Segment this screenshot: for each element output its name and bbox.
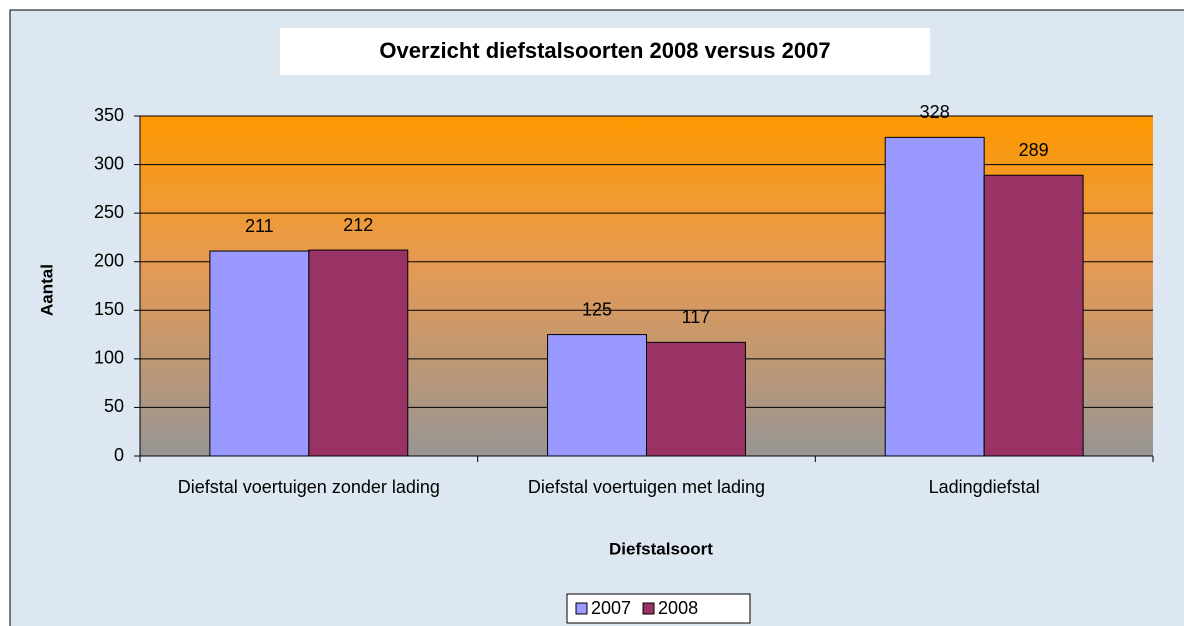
y-tick-label: 200 (94, 250, 124, 270)
x-tick-label: Diefstal voertuigen met lading (527, 477, 766, 497)
x-tick-label: Ladingdiefstal (928, 477, 1040, 497)
y-tick-label: 0 (114, 445, 124, 465)
y-tick-label: 100 (94, 348, 124, 368)
y-tick-label: 300 (94, 153, 124, 173)
chart-title: Overzicht diefstalsoorten 2008 versus 20… (379, 38, 830, 63)
title-box (280, 28, 930, 75)
y-tick-label: 150 (94, 299, 124, 319)
y-tick-label: 350 (94, 105, 124, 125)
y-tick-label: 50 (104, 396, 124, 416)
legend-label: 2007 (591, 598, 631, 618)
bar (209, 250, 310, 457)
bar (884, 136, 985, 457)
data-label: 212 (343, 215, 373, 235)
legend-swatch (642, 602, 655, 615)
data-label: 211 (245, 216, 274, 236)
legend-swatch (575, 602, 588, 615)
data-label: 117 (682, 307, 711, 327)
y-axis-title: Aantal (37, 264, 56, 316)
legend-label: 2008 (658, 598, 698, 618)
y-tick-label: 250 (94, 202, 124, 222)
data-label: 289 (1019, 140, 1049, 160)
legend-box (566, 593, 751, 624)
data-label: 125 (582, 299, 612, 319)
bar (983, 174, 1084, 457)
data-label: 328 (920, 102, 950, 122)
bar (646, 341, 746, 457)
bar (547, 334, 647, 457)
bar (308, 249, 409, 457)
x-axis-title: Diefstalsoort (609, 539, 713, 558)
x-tick-label: Diefstal voertuigen zonder lading (177, 477, 440, 497)
